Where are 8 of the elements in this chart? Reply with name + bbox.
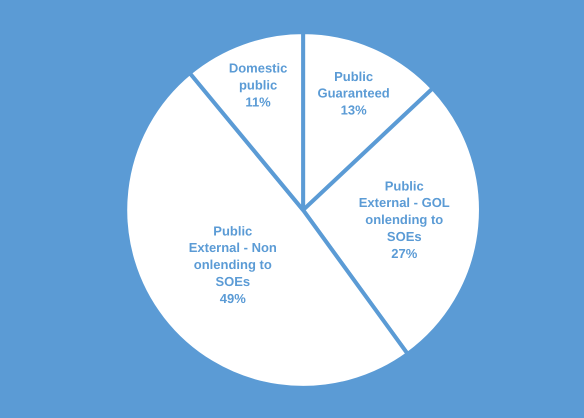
- data-label: 11%: [245, 94, 272, 110]
- slice-label: Public External - GOL onlending to SOEs: [358, 178, 450, 244]
- slice-label: Public External - Non onlending to SOEs: [188, 223, 277, 289]
- slice-label: Public Guaranteed: [318, 68, 390, 101]
- slice-label: Domestic public: [228, 60, 288, 93]
- data-label: 13%: [340, 102, 368, 118]
- data-label: 49%: [220, 290, 246, 306]
- data-label: 27%: [391, 246, 418, 261]
